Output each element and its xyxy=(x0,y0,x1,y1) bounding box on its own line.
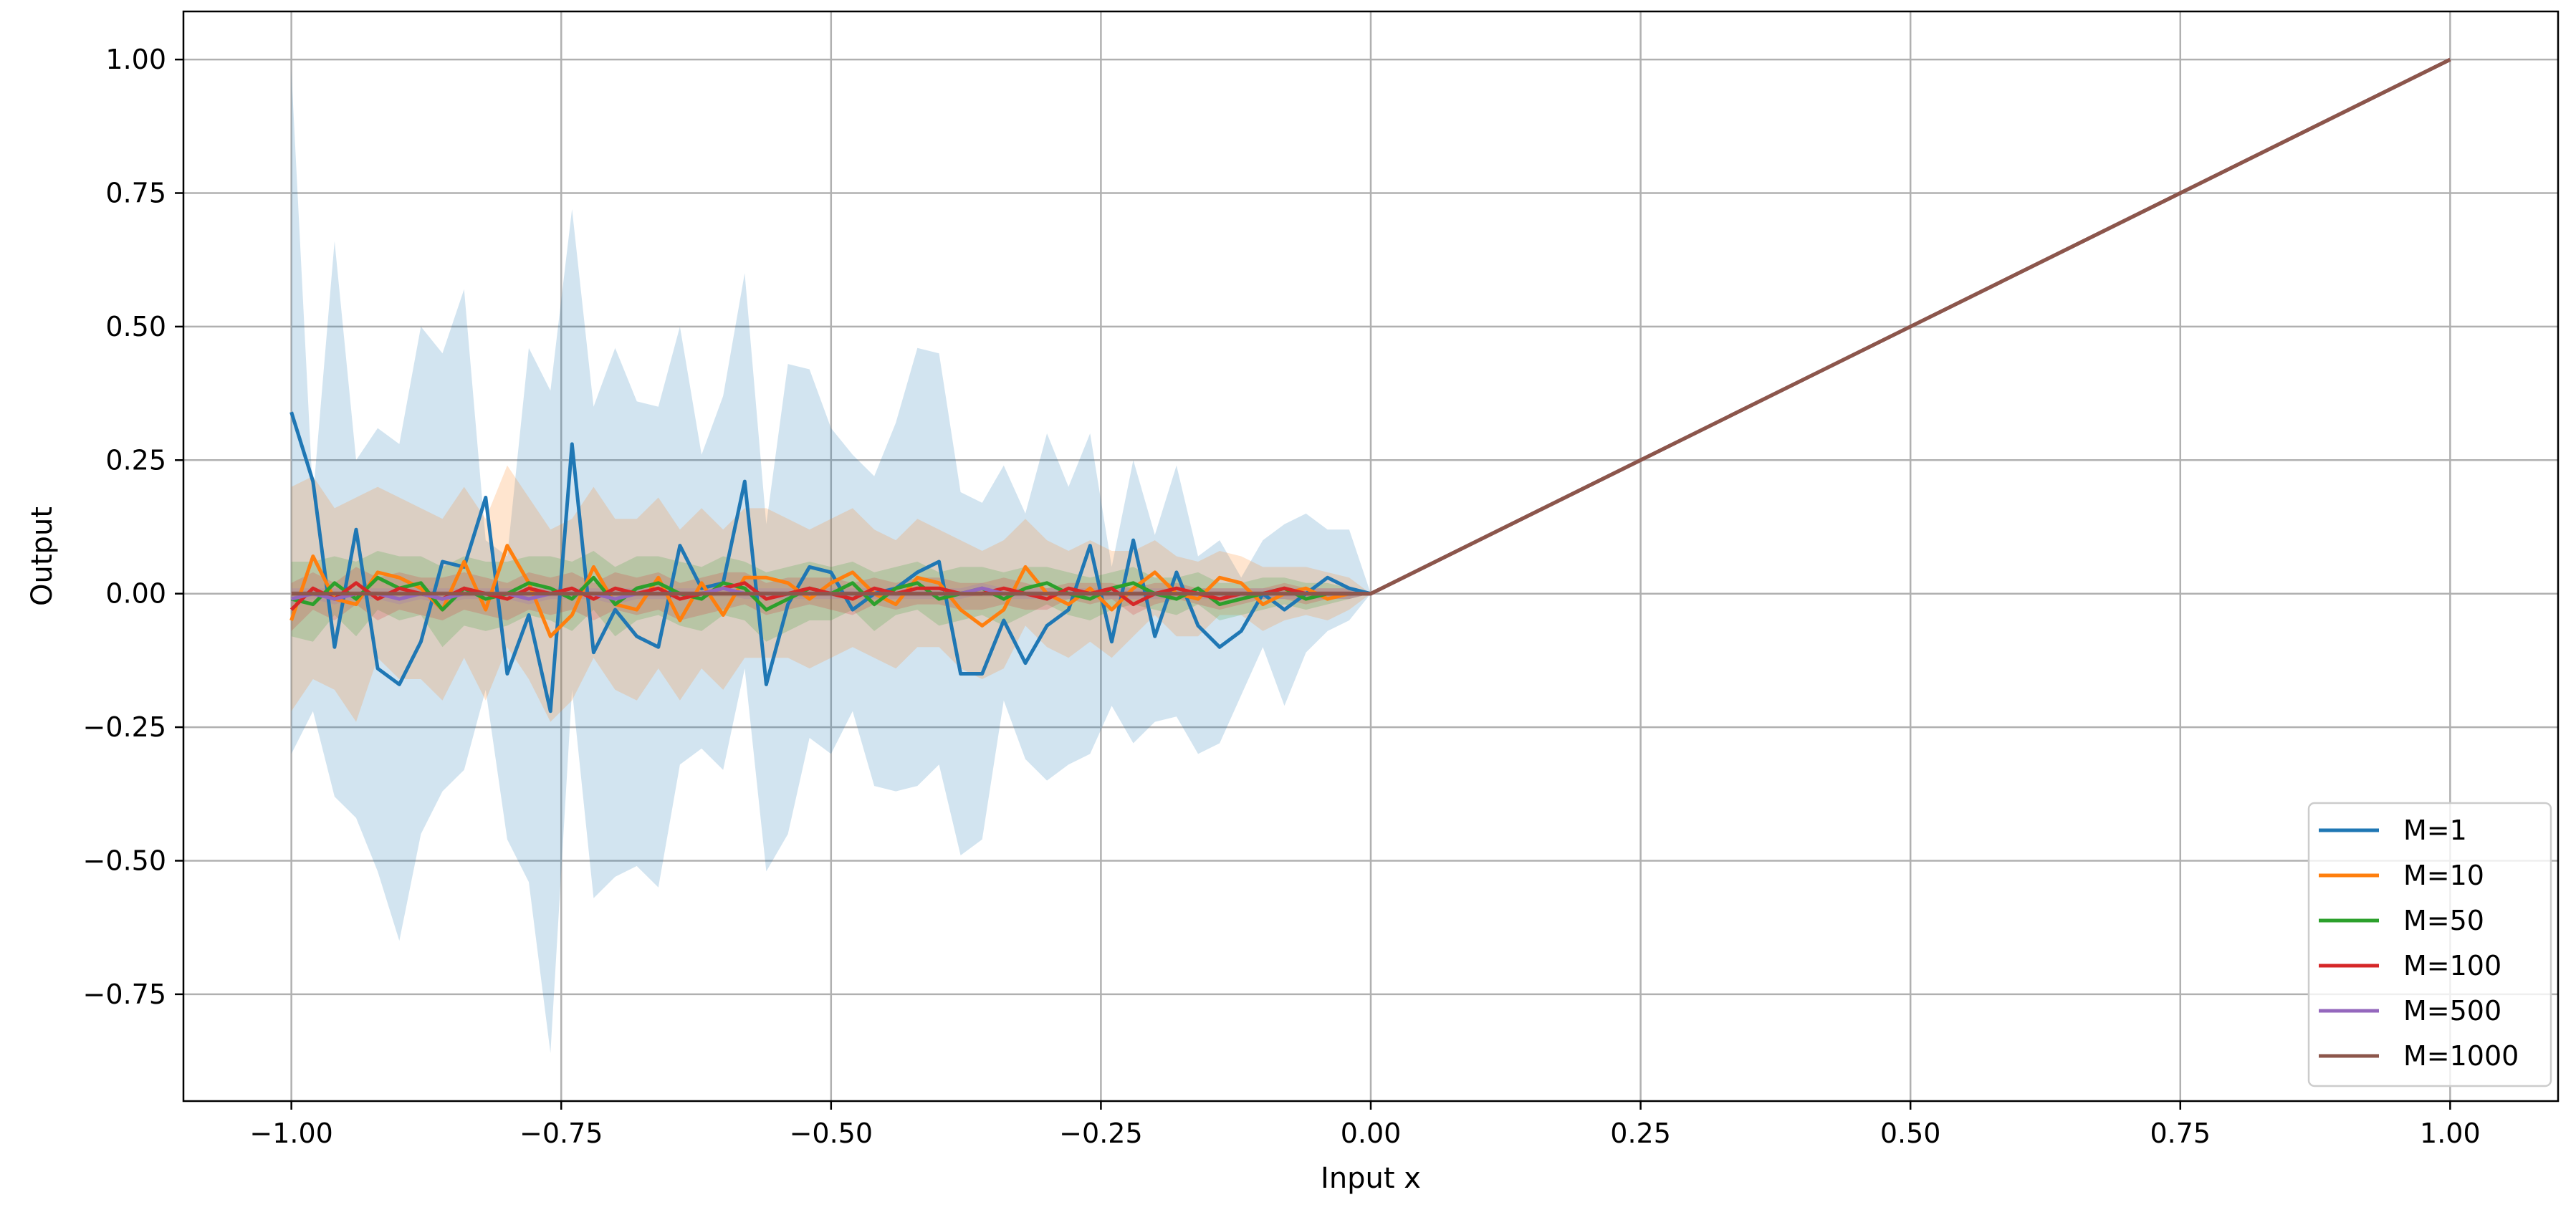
x-tick-label: −0.75 xyxy=(519,1118,603,1149)
series-line-m-10 xyxy=(289,57,2451,638)
x-tick-label: −1.00 xyxy=(249,1118,332,1149)
series-line-m-1000 xyxy=(291,57,2451,596)
legend: M=1 M=10 M=50 M=100 M=500 M=1000 xyxy=(2307,802,2552,1087)
y-axis-ticks: −0.75 −0.50 −0.25 0.00 0.25 0.50 0.75 1.00 xyxy=(83,44,183,1010)
confidence-bands xyxy=(291,59,2451,1053)
legend-entry: M=1000 xyxy=(2403,1040,2519,1072)
x-tick-label: −0.50 xyxy=(790,1118,873,1149)
legend-entry: M=50 xyxy=(2403,905,2484,936)
series-lines xyxy=(289,57,2451,714)
y-tick-label: 0.75 xyxy=(105,178,166,209)
y-tick-label: −0.25 xyxy=(83,711,166,743)
x-tick-label: −0.25 xyxy=(1059,1118,1142,1149)
series-line-m-100 xyxy=(289,57,2451,611)
y-tick-label: 0.25 xyxy=(105,444,166,476)
legend-entry: M=1 xyxy=(2403,815,2467,846)
x-tick-label: 0.50 xyxy=(1880,1118,1941,1149)
band-m-50 xyxy=(291,59,2451,648)
series-line-m-1 xyxy=(289,57,2451,714)
band-m-10 xyxy=(291,59,2451,722)
y-tick-label: 0.00 xyxy=(105,578,166,610)
x-tick-label: 0.75 xyxy=(2150,1118,2211,1149)
y-axis-label: Output xyxy=(26,506,59,606)
y-tick-label: 1.00 xyxy=(105,44,166,75)
x-tick-label: 0.00 xyxy=(1341,1118,1402,1149)
x-tick-label: 1.00 xyxy=(2420,1118,2481,1149)
legend-entry: M=500 xyxy=(2403,995,2501,1027)
legend-entry: M=10 xyxy=(2403,860,2484,891)
x-tick-label: 0.25 xyxy=(1610,1118,1671,1149)
y-tick-label: −0.75 xyxy=(83,979,166,1010)
y-tick-label: −0.50 xyxy=(83,845,166,876)
band-m-1 xyxy=(291,59,2451,1053)
legend-entry: M=100 xyxy=(2403,950,2501,981)
y-tick-label: 0.50 xyxy=(105,311,166,342)
x-axis-label: Input x xyxy=(1321,1162,1421,1195)
x-axis-ticks: −1.00 −0.75 −0.50 −0.25 0.00 0.25 0.50 0.75 1.00 xyxy=(249,1101,2481,1149)
